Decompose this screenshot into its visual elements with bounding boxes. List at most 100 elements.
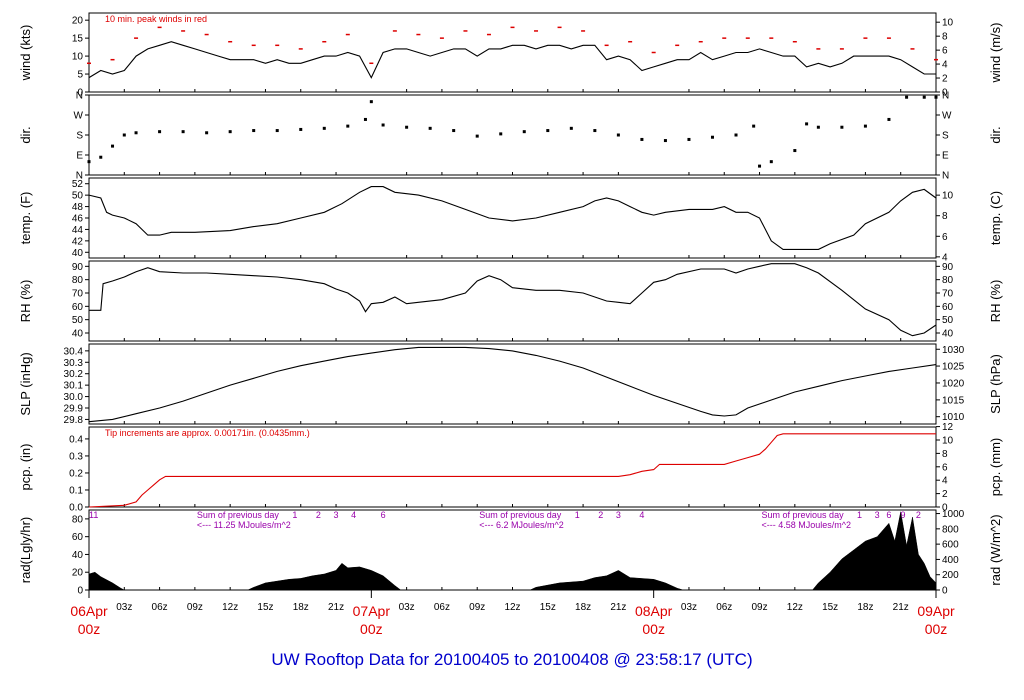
dir-point (452, 129, 456, 133)
temp-left-tick-label: 40 (72, 248, 84, 259)
slp-right-tick-label: 1010 (942, 412, 965, 423)
temp-left-axis-label: temp. (F) (18, 192, 33, 245)
dir-point (546, 129, 550, 133)
rad-annotation: <--- 6.2 MJoules/m^2 (479, 520, 564, 530)
wind-left-tick-label: 10 (72, 52, 84, 63)
pcp-left-tick-label: 0.3 (69, 451, 83, 462)
time-tick-label: 03z (399, 602, 415, 613)
slp-left-axis-label: SLP (inHg) (18, 352, 33, 415)
temp-right-tick-label: 10 (942, 191, 954, 202)
slp-left-tick-label: 30.4 (64, 346, 84, 357)
rh-right-tick-label: 70 (942, 289, 954, 300)
rad-hour-marker: 9 (901, 510, 906, 520)
rh-left-tick-label: 90 (72, 262, 84, 273)
slp-right-tick-label: 1025 (942, 362, 965, 373)
temp-right-axis-label: temp. (C) (988, 191, 1003, 245)
time-tick-label: 09z (187, 602, 203, 613)
wind-left-tick-label: 20 (72, 16, 84, 27)
dir-point (710, 135, 714, 139)
rad-right-tick-label: 200 (942, 570, 959, 581)
rh-left-tick-label: 70 (72, 289, 84, 300)
temp-left-tick-label: 52 (72, 179, 84, 190)
rad-left-tick-label: 60 (72, 532, 84, 543)
pcp-right-tick-label: 12 (942, 422, 954, 433)
rad-hour-marker: 1 (292, 510, 297, 520)
rh-right-tick-label: 40 (942, 329, 954, 340)
rad-hour-marker: 3 (334, 510, 339, 520)
dir-point (363, 117, 367, 121)
pcp-right-tick-label: 2 (942, 489, 948, 500)
dir-point (934, 95, 938, 99)
dir-point (181, 130, 185, 134)
dir-point (816, 125, 820, 129)
time-tick-label: 18z (293, 602, 309, 613)
dir-point (758, 164, 762, 168)
slp-panel-frame (88, 343, 937, 425)
dir-point (405, 125, 409, 129)
temp-line (88, 186, 937, 250)
rad-left-tick-label: 0 (77, 586, 83, 597)
temp-right-tick-label: 6 (942, 232, 948, 243)
slp-left-tick-label: 30.2 (64, 369, 84, 380)
temp-left-tick-label: 46 (72, 214, 84, 225)
pcp-panel-frame (88, 426, 937, 508)
date-label: 07Apr (353, 603, 391, 619)
dir-point (522, 130, 526, 134)
dir-point (793, 149, 797, 153)
dir-right-axis-label: dir. (988, 126, 1003, 143)
slp-left-tick-label: 30.3 (64, 358, 84, 369)
rad-hour-marker: 4 (351, 510, 356, 520)
dir-point (205, 131, 209, 135)
time-tick-label: 12z (222, 602, 238, 613)
time-tick-label: 09z (469, 602, 485, 613)
temp-right-tick-label: 8 (942, 211, 948, 222)
dir-left-axis-label: dir. (18, 126, 33, 143)
dir-point (840, 125, 844, 129)
dir-right-tick-label: S (942, 131, 949, 142)
rad-right-axis-label: rad (W/m^2) (988, 514, 1003, 585)
dir-left-tick-label: E (76, 151, 83, 162)
time-tick-label: 03z (116, 602, 132, 613)
rh-right-axis-label: RH (%) (988, 280, 1003, 323)
wind-right-axis-label: wind (m/s) (988, 23, 1003, 84)
dir-right-tick-label: N (942, 91, 949, 102)
dir-left-tick-label: N (76, 171, 83, 182)
dir-point (252, 129, 256, 133)
rh-left-tick-label: 80 (72, 275, 84, 286)
dir-point (322, 126, 326, 130)
pcp-right-tick-label: 4 (942, 476, 948, 487)
date-time-label: 00z (78, 621, 101, 637)
rad-hour-marker: 3 (875, 510, 880, 520)
wind-line (88, 41, 936, 79)
time-tick-label: 03z (681, 602, 697, 613)
time-tick-label: 18z (857, 602, 873, 613)
wind-right-tick-label: 2 (942, 74, 948, 85)
pcp-left-tick-label: 0.1 (69, 485, 83, 496)
dir-right-tick-label: E (942, 151, 949, 162)
dir-right-tick-label: W (942, 111, 952, 122)
pcp-right-tick-label: 10 (942, 435, 954, 446)
dir-point (134, 131, 138, 135)
time-tick-label: 15z (257, 602, 273, 613)
wind-right-tick-label: 4 (942, 60, 948, 71)
rad-annotation: <--- 4.58 MJoules/m^2 (762, 520, 852, 530)
slp-left-tick-label: 30.0 (64, 392, 84, 403)
rad-hour-marker: 1 (575, 510, 580, 520)
rad-left-tick-label: 20 (72, 568, 84, 579)
wind-left-tick-label: 15 (72, 34, 84, 45)
dir-left-tick-label: N (76, 91, 83, 102)
time-tick-label: 06z (716, 602, 732, 613)
wind-right-tick-label: 0 (942, 88, 948, 99)
time-tick-label: 12z (787, 602, 803, 613)
rh-left-tick-label: 40 (72, 329, 84, 340)
time-tick-label: 12z (504, 602, 520, 613)
dir-point (475, 134, 479, 138)
dir-point (111, 144, 115, 148)
dir-point (805, 122, 809, 126)
pcp-right-axis-label: pcp. (mm) (988, 438, 1003, 497)
dir-point (663, 139, 667, 143)
pcp-left-tick-label: 0.4 (69, 434, 83, 445)
temp-left-tick-label: 50 (72, 191, 84, 202)
dir-left-tick-label: W (74, 111, 84, 122)
